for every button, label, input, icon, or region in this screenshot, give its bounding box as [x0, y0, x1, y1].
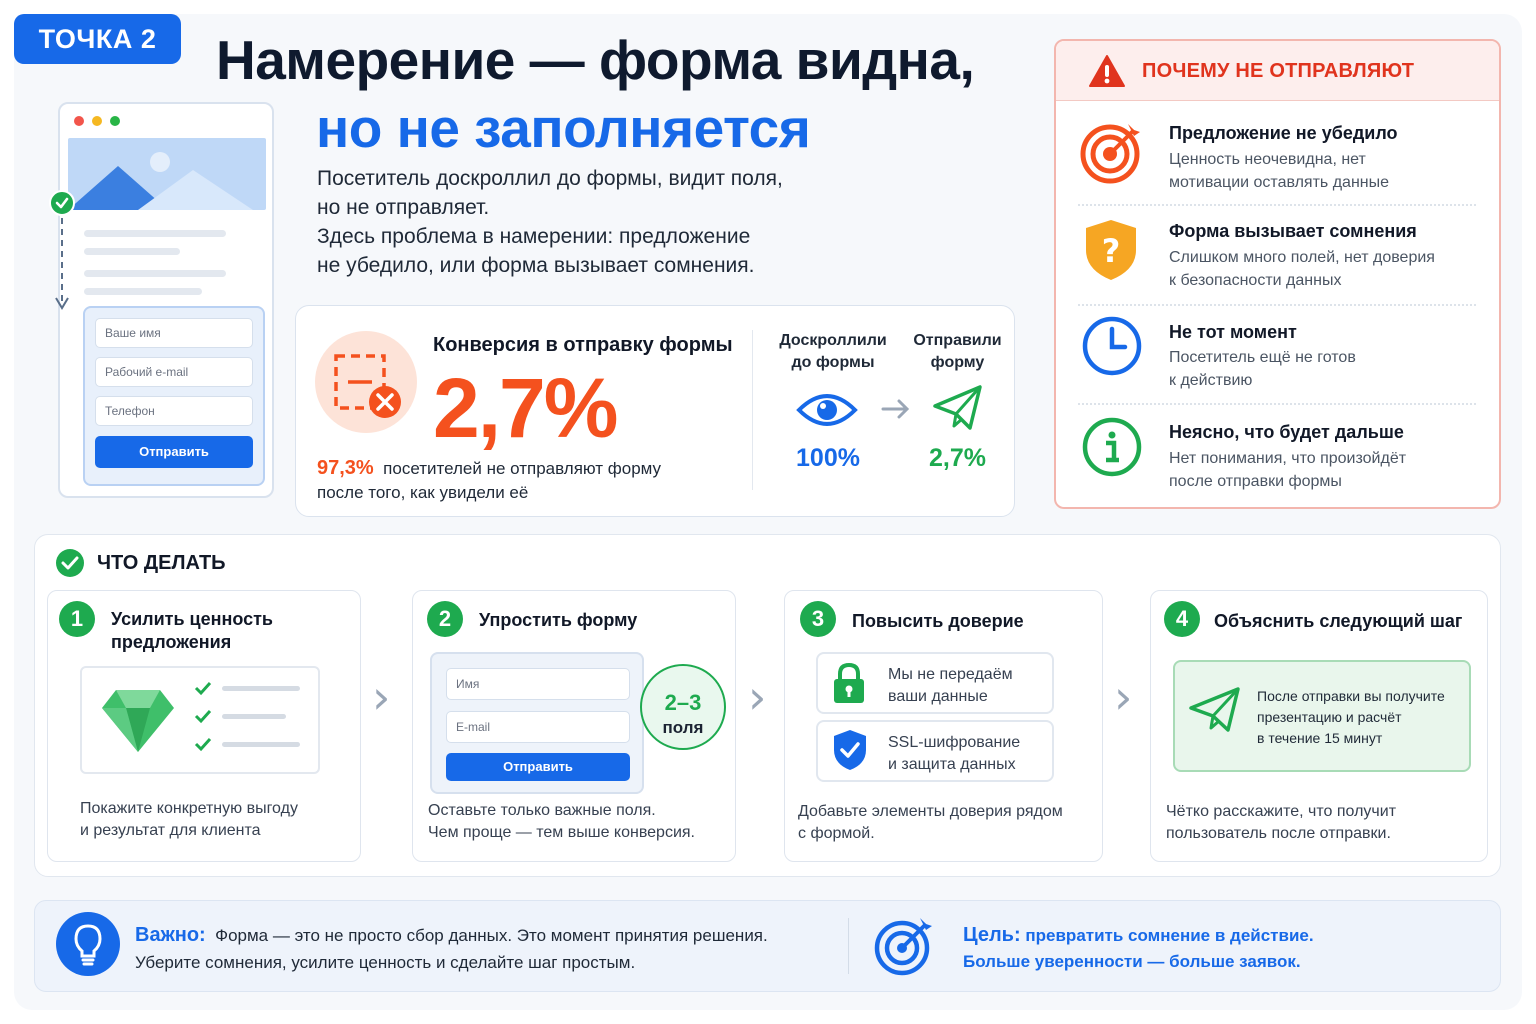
text-placeholder-line	[84, 270, 226, 277]
lightbulb-icon	[56, 912, 120, 976]
todo-title: ЧТО ДЕЛАТЬ	[97, 552, 226, 574]
diamond-icon	[102, 690, 174, 752]
goal-line-1: Цель: превратить сомнение в действие.	[963, 924, 1314, 946]
goal-line-2: Больше уверенности — больше заявок.	[963, 952, 1301, 971]
reason-title: Форма вызывает сомнения	[1169, 221, 1417, 241]
step-number: 4	[1164, 601, 1200, 637]
name-field[interactable]: Имя	[446, 668, 630, 700]
step-description: Чётко расскажите, что получит пользовате…	[1166, 803, 1397, 842]
reason-description: Нет понимания, что произойдёт после отпр…	[1169, 450, 1407, 490]
send-icon	[933, 385, 982, 430]
bottom-strip	[34, 900, 1501, 992]
shield-question-icon: ?	[1086, 220, 1136, 280]
fields-count-bubble: 2–3 поля	[640, 664, 726, 750]
divider	[1078, 204, 1476, 206]
why-card	[1054, 39, 1501, 509]
page-title: Намерение — форма видна,	[216, 29, 975, 91]
step-number: 3	[800, 601, 836, 637]
target-icon	[874, 918, 932, 976]
reason-description: Ценность неочевидна, нет мотивации остав…	[1169, 151, 1390, 191]
chevron-right-icon: ›	[1114, 670, 1133, 724]
step-number: 2	[427, 601, 463, 637]
step-title: Повысить доверие	[852, 611, 1024, 631]
red-dot-icon	[74, 116, 84, 126]
reason-description: Слишком много полей, нет доверия к безоп…	[1169, 249, 1435, 289]
svg-text:?: ?	[1102, 232, 1121, 270]
arrow-right-icon	[881, 399, 910, 419]
important-line-1: Важно: Форма — это не просто сбор данных…	[135, 924, 768, 946]
checklist-icon	[194, 681, 300, 752]
green-dot-icon	[110, 116, 120, 126]
conversion-subtext: 97,3% посетителей не отправляют форму по…	[317, 457, 662, 502]
conversion-title: Конверсия в отправку формы	[433, 334, 733, 356]
divider	[752, 330, 753, 490]
funnel-value-scrolled: 100%	[796, 444, 860, 472]
mockup-form: Ваше имя Рабочий e-mail Телефон Отправит…	[83, 306, 265, 486]
funnel-label-scrolled: Доскроллили до формы	[779, 332, 887, 371]
why-title: ПОЧЕМУ НЕ ОТПРАВЛЯЮТ	[1142, 60, 1415, 82]
short-form-illustration: Имя E-mail Отправить	[430, 652, 644, 794]
lock-icon	[834, 662, 864, 703]
why-card-header	[1056, 41, 1499, 101]
important-line-2: Уберите сомнения, усилите ценность и сде…	[135, 953, 636, 972]
reason-title: Неясно, что будет дальше	[1169, 422, 1404, 442]
reason-description: Посетитель ещё не готов к действию	[1169, 349, 1356, 389]
chevron-right-icon: ›	[372, 670, 391, 724]
text-placeholder-line	[84, 230, 226, 237]
reason-title: Предложение не убедило	[1169, 123, 1398, 143]
email-field[interactable]: Рабочий e-mail	[95, 357, 253, 387]
point-badge: ТОЧКА 2	[14, 14, 181, 64]
trust-text: Мы не передаём ваши данные	[888, 666, 1013, 705]
window-dots	[74, 116, 120, 126]
step-title: Объяснить следующий шаг	[1214, 611, 1463, 631]
send-icon	[1189, 687, 1240, 732]
step-description: Добавьте элементы доверия рядом с формой…	[798, 803, 1063, 842]
conversion-value: 2,7%	[433, 361, 618, 455]
step-number: 1	[59, 601, 95, 637]
submit-button[interactable]: Отправить	[446, 753, 630, 781]
phone-field[interactable]: Телефон	[95, 396, 253, 426]
check-circle-icon	[56, 549, 84, 577]
divider	[1078, 304, 1476, 306]
step-title: Усилить ценность предложения	[111, 609, 273, 652]
step-title: Упростить форму	[479, 610, 638, 630]
shield-check-icon	[834, 730, 866, 770]
next-step-text: После отправки вы получите презентацию и…	[1257, 688, 1445, 746]
info-icon	[1082, 417, 1142, 477]
step-description: Покажите конкретную выгоду и результат д…	[80, 800, 298, 839]
warning-icon	[1089, 55, 1125, 87]
form-error-icon	[315, 331, 417, 433]
text-placeholder-line	[84, 248, 180, 255]
conversion-card	[295, 305, 1015, 517]
step-description: Оставьте только важные поля. Чем проще —…	[428, 802, 695, 841]
text-placeholder-line	[84, 288, 202, 295]
hero-image-icon	[68, 138, 266, 210]
clock-icon	[1082, 316, 1142, 376]
check-icon	[49, 190, 75, 216]
submit-button[interactable]: Отправить	[95, 436, 253, 468]
divider	[848, 918, 849, 974]
scroll-arrow-icon	[55, 218, 69, 310]
intro-text: Посетитель доскроллил до формы, видит по…	[317, 167, 783, 277]
divider	[1078, 403, 1476, 405]
name-field[interactable]: Ваше имя	[95, 318, 253, 348]
page-subtitle: но не заполняется	[316, 97, 811, 159]
next-step-note	[1173, 660, 1471, 772]
target-icon	[1080, 124, 1140, 184]
email-field[interactable]: E-mail	[446, 711, 630, 743]
browser-mockup: Ваше имя Рабочий e-mail Телефон Отправит…	[58, 102, 274, 498]
chevron-right-icon: ›	[748, 670, 767, 724]
eye-icon	[796, 394, 858, 426]
trust-text: SSL-шифрование и защита данных	[888, 734, 1021, 773]
funnel-label-submitted: Отправили форму	[913, 332, 1002, 371]
reason-title: Не тот момент	[1169, 322, 1297, 342]
yellow-dot-icon	[92, 116, 102, 126]
funnel-value-submitted: 2,7%	[929, 444, 986, 472]
